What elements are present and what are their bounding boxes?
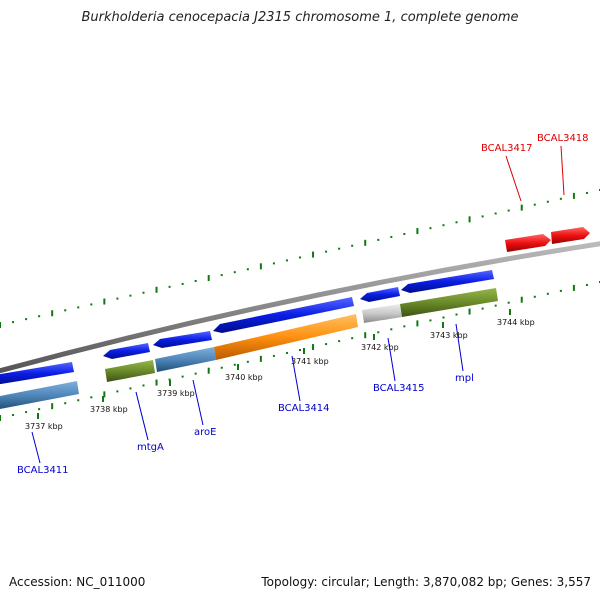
- gene-arrow-bcal3415[interactable]: [360, 287, 400, 302]
- chromosome-backbone: [0, 241, 600, 374]
- gene-label-leader: [505, 155, 522, 202]
- gene-label-leader: [291, 355, 301, 402]
- gene-label-leader: [192, 379, 204, 426]
- gene-label-bcal3415[interactable]: BCAL3415: [373, 383, 425, 394]
- map-title: Burkholderia cenocepacia J2315 chromosom…: [81, 10, 519, 25]
- kbp-scale: 3737 kbp 3738 kbp 3739 kbp 3740 kbp 3741 kbp…: [25, 309, 535, 431]
- cds-bar-bcal3415[interactable]: [362, 304, 402, 323]
- gene-label-mpl[interactable]: mpl: [455, 373, 474, 384]
- cds-bar-mtgA[interactable]: [105, 360, 155, 382]
- gene-label-aroe[interactable]: aroE: [194, 427, 216, 438]
- gene-label-leader: [455, 323, 464, 372]
- gene-label-leader: [135, 391, 149, 441]
- cds-bar-bcal3414[interactable]: [214, 314, 358, 360]
- gene-labels: BCAL3411 mtgA aroE BCAL3414 BCAL3415 mpl BCAL3…: [17, 133, 589, 476]
- gene-label-leader: [31, 431, 41, 464]
- kbp-tick-label: 3741 kbp: [291, 357, 329, 366]
- gene-arrow-mpl[interactable]: [401, 270, 494, 293]
- gene-label-bcal3418[interactable]: BCAL3418: [537, 133, 589, 144]
- cds-bar-bcal3411[interactable]: [0, 381, 79, 410]
- gene-label-bcal3414[interactable]: BCAL3414: [278, 403, 330, 414]
- inner-tick-ring: [0, 281, 600, 421]
- selected-genes: [505, 227, 590, 252]
- kbp-tick-label: 3737 kbp: [25, 422, 63, 431]
- cds-bar-aroE[interactable]: [155, 347, 216, 372]
- kbp-tick-label: 3738 kbp: [90, 405, 128, 414]
- kbp-tick-label: 3744 kbp: [497, 318, 535, 327]
- gene-arrow-mtgA[interactable]: [103, 343, 150, 359]
- cds-bar-mpl[interactable]: [400, 288, 498, 317]
- gene-arrow-bcal3417[interactable]: [505, 234, 551, 252]
- cds-features: [0, 288, 498, 410]
- accession-text: Accession: NC_011000: [9, 575, 146, 589]
- genome-summary-text: Topology: circular; Length: 3,870,082 bp…: [261, 575, 591, 589]
- gene-arrow-bcal3414[interactable]: [213, 297, 354, 333]
- kbp-tick-label: 3742 kbp: [361, 343, 399, 352]
- gene-arrow-bcal3418[interactable]: [551, 227, 590, 244]
- gene-label-mtga[interactable]: mtgA: [137, 442, 164, 453]
- gene-label-leader: [560, 145, 565, 196]
- kbp-tick-label: 3743 kbp: [430, 331, 468, 340]
- gene-label-leader: [387, 337, 396, 382]
- gene-label-bcal3411[interactable]: BCAL3411: [17, 465, 69, 476]
- gene-label-bcal3417[interactable]: BCAL3417: [481, 143, 533, 154]
- kbp-tick-label: 3740 kbp: [225, 373, 263, 382]
- kbp-tick-label: 3739 kbp: [157, 389, 195, 398]
- gene-arrow-bcal3411[interactable]: [0, 362, 74, 385]
- outer-tick-ring: [0, 189, 600, 328]
- gene-arrow-aroE[interactable]: [153, 331, 212, 348]
- forward-genes: [0, 270, 494, 385]
